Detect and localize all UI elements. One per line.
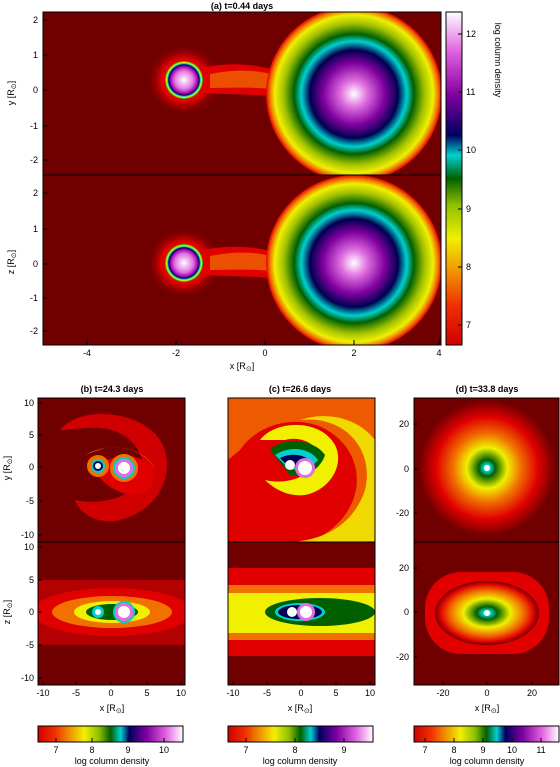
x-tick: -2 [172, 348, 180, 358]
colorbar-tick: 7 [243, 745, 248, 755]
z-tick: 2 [33, 188, 38, 198]
colorbar-tick: 8 [89, 745, 94, 755]
colorbar-tick: 10 [507, 745, 517, 755]
x-tick: 10 [365, 688, 375, 698]
x-tick: 20 [527, 688, 537, 698]
panel-a-xy-plot [43, 12, 441, 175]
x-tick: -5 [72, 688, 80, 698]
z-tick: -2 [30, 326, 38, 336]
accretor-star [165, 244, 203, 282]
panel-d-title: (d) t=33.8 days [456, 384, 519, 394]
panel-b-xy-plot [38, 398, 185, 542]
panel-b-ylabel-bottom: z [R⊙] [2, 600, 14, 624]
x-tick: -5 [263, 688, 271, 698]
y-tick: -20 [396, 508, 409, 518]
z-tick: 10 [24, 542, 34, 552]
y-tick: 1 [33, 50, 38, 60]
y-tick: 0 [29, 462, 34, 472]
x-tick: -10 [226, 688, 239, 698]
colorbar-tick: 7 [466, 320, 471, 330]
colorbar-tick: 9 [480, 745, 485, 755]
panel-b-colorbar-label: log column density [75, 756, 150, 766]
x-tick: -10 [36, 688, 49, 698]
y-tick: 0 [33, 85, 38, 95]
x-tick: 5 [144, 688, 149, 698]
panel-c: (c) t=26.6 days [226, 384, 376, 766]
y-tick: 2 [33, 15, 38, 25]
colorbar-tick: 11 [466, 87, 475, 97]
y-tick: -1 [30, 121, 38, 131]
x-tick: 4 [436, 348, 441, 358]
z-tick: -5 [26, 640, 34, 650]
z-tick: 0 [33, 259, 38, 269]
z-tick: -10 [21, 673, 34, 683]
z-tick: 20 [399, 563, 409, 573]
y-tick: 10 [24, 398, 34, 408]
x-tick: 0 [108, 688, 113, 698]
panel-a-ylabel-top: y [R⊙] [6, 81, 18, 105]
z-tick: 5 [29, 575, 34, 585]
accretor-star [165, 61, 203, 99]
y-tick: 5 [29, 430, 34, 440]
x-tick: 0 [298, 688, 303, 698]
panel-a-xlabel: x [R⊙] [230, 361, 254, 373]
panel-a-title: (a) t=0.44 days [211, 1, 273, 11]
colorbar-tick: 10 [466, 145, 476, 155]
panel-c-xy-plot [228, 398, 375, 542]
x-tick: 10 [176, 688, 186, 698]
panel-d-colorbar [413, 725, 560, 743]
x-tick: -20 [436, 688, 449, 698]
colorbar-tick: 10 [159, 745, 169, 755]
z-tick: -20 [396, 652, 409, 662]
colorbar-tick: 12 [466, 29, 476, 39]
colorbar-tick: 9 [341, 745, 346, 755]
colorbar-tick: 9 [125, 745, 130, 755]
colorbar-tick: 11 [536, 745, 545, 755]
colorbar-tick: 7 [53, 745, 58, 755]
y-tick: -5 [26, 496, 34, 506]
panel-c-colorbar-label: log column density [263, 756, 338, 766]
y-tick: -10 [21, 530, 34, 540]
x-tick: 0 [262, 348, 267, 358]
z-tick: 0 [404, 607, 409, 617]
panel-b-xz-plot [38, 542, 185, 685]
y-tick: -2 [30, 155, 38, 165]
colorbar-tick: 9 [466, 204, 471, 214]
panel-b: (b) t=24.3 days [2, 384, 186, 766]
panel-b-xlabel: x [R⊙] [100, 703, 124, 715]
panel-c-title: (c) t=26.6 days [269, 384, 331, 394]
panel-c-colorbar [227, 725, 374, 743]
colorbar-tick: 8 [292, 745, 297, 755]
donor-star [266, 12, 441, 175]
panel-d-colorbar-label: log column density [450, 756, 525, 766]
z-tick: 1 [33, 224, 38, 234]
y-tick: 0 [404, 464, 409, 474]
panel-d: (d) t=33.8 days 20 0 -20 20 0 -20 [396, 384, 560, 766]
panel-d-xy-plot [414, 398, 559, 542]
donor-star [266, 175, 441, 345]
x-tick: -4 [83, 348, 91, 358]
panel-a-colorbar-label: log column density [493, 23, 503, 98]
panel-b-ylabel-top: y [R⊙] [2, 456, 14, 480]
colorbar-tick: 8 [451, 745, 456, 755]
z-tick: 0 [29, 607, 34, 617]
x-tick: 0 [484, 688, 489, 698]
colorbar-tick: 7 [422, 745, 427, 755]
y-tick: 20 [399, 419, 409, 429]
panel-d-xlabel: x [R⊙] [475, 703, 499, 715]
panel-c-xlabel: x [R⊙] [288, 703, 312, 715]
z-tick: -1 [30, 293, 38, 303]
panel-b-colorbar [37, 725, 184, 743]
x-tick: 5 [333, 688, 338, 698]
panel-a-xz-plot [43, 175, 441, 345]
panel-b-title: (b) t=24.3 days [81, 384, 144, 394]
colorbar-tick: 8 [466, 262, 471, 272]
panel-d-xz-plot [414, 542, 559, 685]
panel-a-colorbar [445, 11, 463, 346]
panel-a: (a) t=0.44 days 2 1 [6, 1, 503, 373]
panel-a-ylabel-bottom: z [R⊙] [6, 250, 18, 274]
panel-c-xz-plot [228, 542, 375, 685]
x-tick: 2 [351, 348, 356, 358]
